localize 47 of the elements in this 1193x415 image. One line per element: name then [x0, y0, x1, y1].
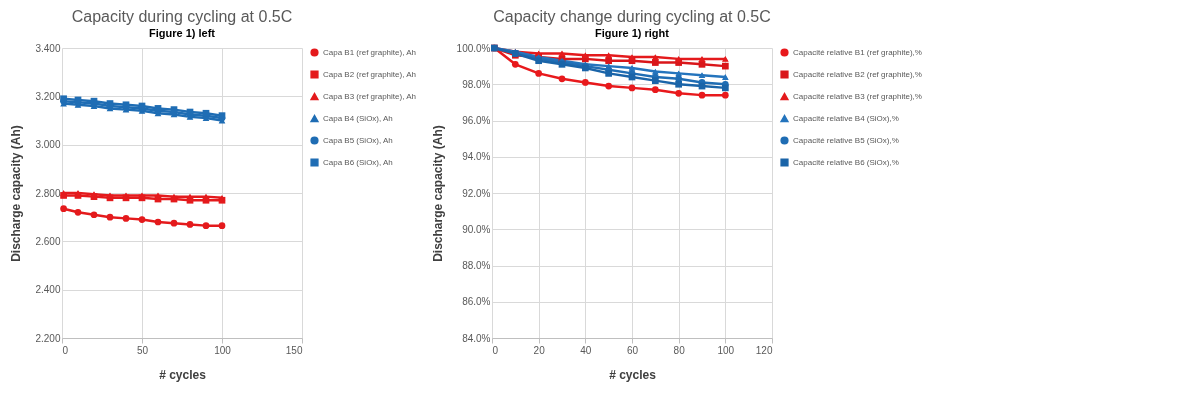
chart-title: Capacity during cycling at 0.5C: [71, 8, 293, 25]
x-tick-label: 60: [626, 344, 639, 356]
legend-label: Capa B5 (SiOx), Ah: [323, 135, 393, 145]
chart-subtitle: Figure 1) right: [595, 27, 670, 39]
legend-label: Capacité relative B3 (ref graphite),%: [793, 91, 922, 101]
y-tick-label: 90.0%: [462, 223, 491, 235]
chart-subtitle: Figure 1) left: [148, 27, 216, 39]
y-tick-label: 100.0%: [456, 42, 491, 54]
y-axis-title: Discharge capacity (Ah): [430, 125, 445, 262]
y-tick-label: 2.600: [35, 235, 61, 247]
legend-label: Capacité relative B4 (SiOx),%: [793, 113, 899, 123]
y-tick-label: 96.0%: [462, 115, 491, 126]
x-tick-label: 40: [580, 344, 592, 356]
x-tick-label: 0: [62, 344, 69, 356]
y-tick-label: 88.0%: [462, 260, 491, 271]
legend-label: Capacité relative B6 (SiOx),%: [793, 157, 899, 167]
x-tick-label: 80: [673, 344, 686, 356]
legend-label: Capacité relative B1 (ref graphite),%: [793, 47, 922, 57]
x-axis-title: # cycles: [609, 367, 657, 382]
x-tick-label: 100: [717, 344, 735, 356]
y-tick-label: 92.0%: [462, 187, 491, 199]
y-tick-label: 98.0%: [462, 78, 491, 90]
legend-label: Capa B4 (SiOx), Ah: [323, 113, 393, 123]
y-tick-label: 3.200: [35, 90, 61, 102]
x-tick-label: 0: [492, 344, 499, 356]
legend-label: Capa B1 (ref graphite), Ah: [323, 47, 416, 57]
y-tick-label: 86.0%: [462, 296, 491, 308]
x-tick-label: 50: [136, 344, 149, 356]
y-tick-label: 3.400: [35, 42, 61, 54]
x-tick-label: 120: [755, 344, 773, 356]
y-tick-label: 2.200: [35, 332, 61, 344]
x-tick-label: 100: [214, 344, 232, 356]
y-axis-title: Discharge capacity (Ah): [9, 125, 24, 262]
x-tick-label: 20: [533, 344, 546, 356]
legend-label: Capacité relative B5 (SiOx),%: [793, 135, 899, 145]
chart-title: Capacity change during cycling at 0.5C: [493, 8, 771, 25]
x-axis-title: # cycles: [159, 367, 207, 382]
y-tick-label: 2.400: [35, 284, 61, 296]
y-tick-label: 2.800: [35, 187, 61, 199]
legend-label: Capa B6 (SiOx), Ah: [323, 157, 393, 167]
legend-label: Capacité relative B2 (ref graphite),%: [793, 69, 922, 79]
y-tick-label: 94.0%: [462, 151, 491, 163]
x-tick-label: 150: [285, 344, 303, 356]
y-tick-label: 3.000: [35, 139, 61, 151]
legend-label: Capa B3 (ref graphite), Ah: [323, 91, 416, 101]
legend-label: Capa B2 (ref graphite), Ah: [323, 69, 416, 79]
y-tick-label: 84.0%: [462, 332, 491, 344]
